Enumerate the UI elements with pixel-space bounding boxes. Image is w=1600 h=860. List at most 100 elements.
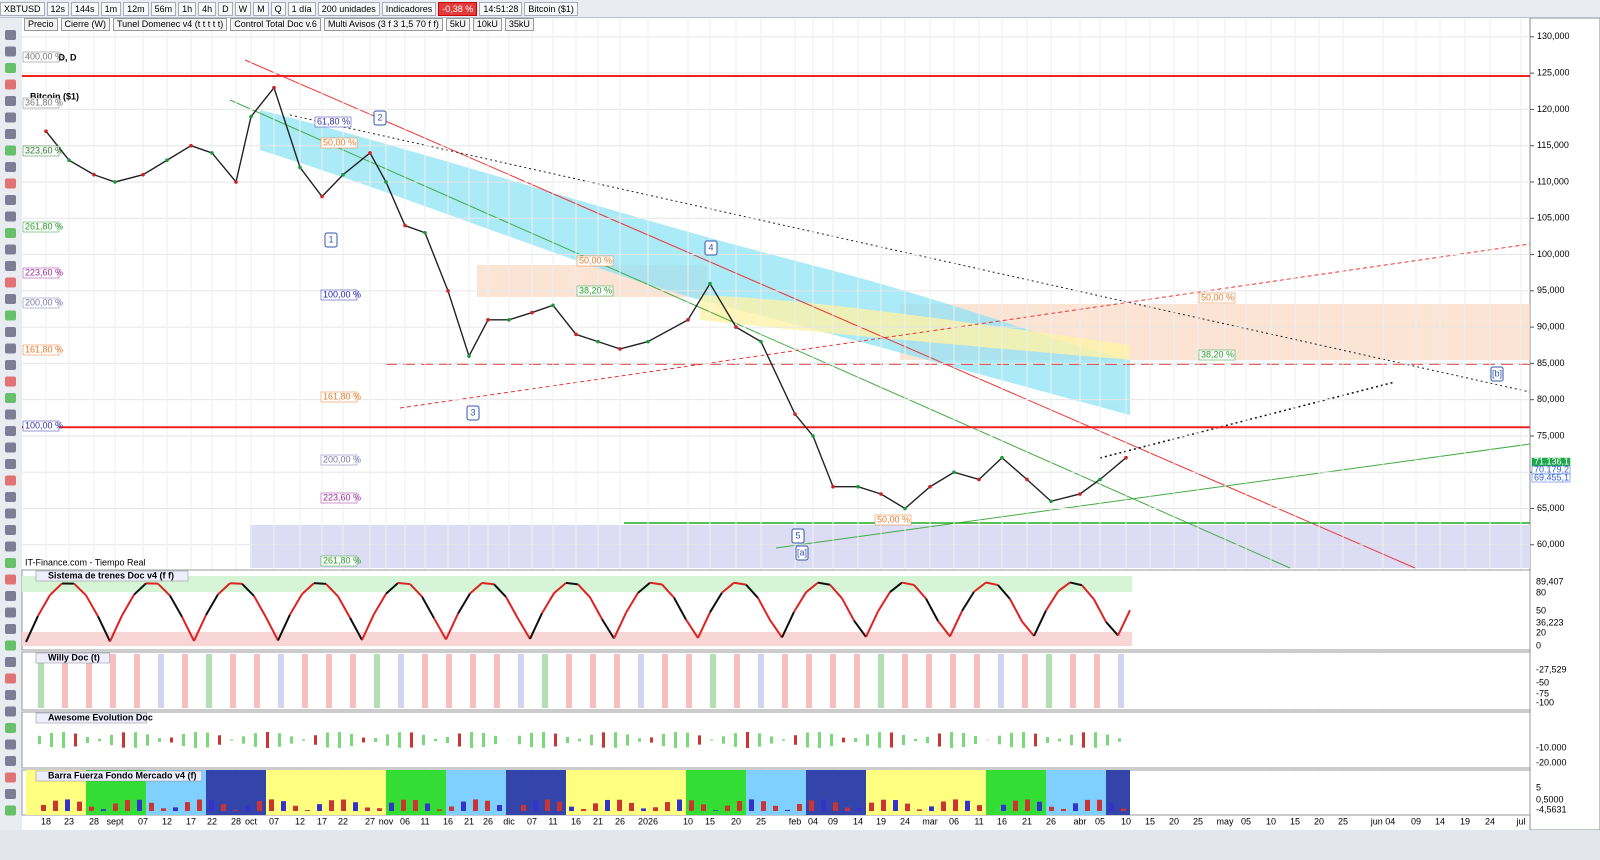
oscillator [217, 582, 231, 596]
tool-icon[interactable] [5, 79, 16, 90]
signal-band [206, 654, 212, 708]
tool-icon[interactable] [5, 591, 16, 601]
oscillator [697, 611, 711, 639]
oscillator [181, 616, 195, 642]
tool-icon[interactable] [5, 96, 16, 106]
panel-title-box [35, 570, 189, 582]
timeframe-button[interactable]: Q [270, 1, 286, 16]
histogram-bar [410, 732, 413, 748]
tool-icon[interactable] [5, 343, 16, 354]
legend-item[interactable]: Cierre (W) [60, 18, 111, 31]
tool-icon[interactable] [5, 244, 16, 255]
tool-icon[interactable] [5, 30, 16, 40]
symbol-box[interactable]: XBTUSD [0, 1, 45, 16]
tool-icon[interactable] [5, 46, 16, 57]
tool-icon[interactable] [5, 162, 16, 172]
tool-icon[interactable] [5, 63, 16, 73]
tool-icon[interactable] [5, 228, 16, 238]
tool-icon[interactable] [5, 558, 16, 568]
background-band [314, 770, 326, 815]
force-bar [53, 800, 58, 811]
legend-item[interactable]: 5kU [445, 18, 470, 31]
indicators-button[interactable]: Indicadores [381, 1, 437, 16]
tool-icon[interactable] [5, 640, 16, 651]
background-band [566, 770, 578, 815]
tool-icon[interactable] [5, 393, 16, 403]
histogram-bar [1058, 738, 1061, 742]
timeframe-button[interactable]: W [234, 1, 252, 16]
oscillator [733, 581, 747, 586]
tool-icon[interactable] [5, 475, 16, 486]
units-button[interactable]: 200 unidades [317, 1, 380, 16]
oscillator [577, 583, 591, 598]
timeframe-button[interactable]: D [218, 1, 233, 16]
histogram-bar [230, 739, 233, 741]
tool-icon[interactable] [5, 178, 16, 189]
timeframe-button[interactable]: 1h [178, 1, 197, 16]
fib-label-box [22, 297, 60, 309]
tool-icon[interactable] [5, 195, 16, 205]
tool-icon[interactable] [5, 706, 16, 717]
tool-icon[interactable] [5, 261, 16, 271]
timeframe-button[interactable]: 12m [123, 1, 149, 16]
signal-band [926, 654, 932, 708]
period-button[interactable]: 1 día [287, 1, 316, 16]
tool-icon[interactable] [5, 294, 16, 304]
legend-item[interactable]: 35kU [504, 18, 534, 31]
timeframe-button[interactable]: 144s [71, 1, 99, 16]
legend-item[interactable]: Tunel Domenec v4 (t t t t t) [113, 18, 228, 31]
tool-icon[interactable] [5, 789, 16, 799]
histogram-bar [314, 735, 317, 745]
legend-item[interactable]: Control Total Doc v.6 [230, 18, 321, 31]
background-band [782, 770, 794, 815]
tool-icon[interactable] [5, 376, 16, 387]
timeframe-button[interactable]: 12s [46, 1, 70, 16]
tool-icon[interactable] [5, 211, 16, 222]
force-bar [341, 799, 346, 811]
force-bar [149, 802, 154, 811]
fib-label-box [874, 514, 912, 526]
tool-icon[interactable] [5, 459, 16, 469]
x-tick-label: 17 [186, 816, 196, 826]
oscillator [409, 583, 423, 598]
tool-icon[interactable] [5, 756, 16, 766]
tool-icon[interactable] [5, 360, 16, 370]
tool-icon[interactable] [5, 310, 16, 321]
tool-icon[interactable] [5, 574, 16, 585]
tool-icon[interactable] [5, 442, 16, 453]
tool-icon[interactable] [5, 739, 16, 750]
tool-icon[interactable] [5, 805, 16, 816]
tool-icon[interactable] [5, 657, 16, 667]
tool-icon[interactable] [5, 723, 16, 733]
tool-icon[interactable] [5, 772, 16, 783]
tool-icon[interactable] [5, 112, 16, 123]
tool-icon[interactable] [5, 409, 16, 420]
tool-icon[interactable] [5, 492, 16, 502]
tool-icon[interactable] [5, 690, 16, 700]
tool-icon[interactable] [5, 624, 16, 634]
legend-item[interactable]: Multi Avisos (3 f 3 1,5 70 f f) [323, 18, 443, 31]
price-point [1000, 455, 1004, 460]
background-band [854, 770, 866, 815]
timeframe-button[interactable]: 4h [198, 1, 217, 16]
legend-item[interactable]: Precio [24, 18, 58, 31]
force-bar [1085, 799, 1090, 811]
timeframe-button[interactable]: 56m [150, 1, 177, 16]
tool-icon[interactable] [5, 607, 16, 618]
timeframe-button[interactable]: 1m [100, 1, 122, 16]
tool-icon[interactable] [5, 673, 16, 684]
fib-label: 361,80 % [25, 97, 63, 107]
tool-icon[interactable] [5, 129, 16, 139]
tool-icon[interactable] [5, 541, 16, 552]
histogram-bar [398, 732, 401, 748]
tool-icon[interactable] [5, 327, 16, 337]
legend-item[interactable]: 10kU [472, 18, 502, 31]
x-tick-label: 20 [1314, 816, 1324, 826]
trendline [229, 99, 1291, 569]
tool-icon[interactable] [5, 508, 16, 519]
tool-icon[interactable] [5, 277, 16, 288]
tool-icon[interactable] [5, 145, 16, 156]
timeframe-button[interactable]: M [253, 1, 269, 16]
tool-icon[interactable] [5, 525, 16, 535]
tool-icon[interactable] [5, 426, 16, 436]
